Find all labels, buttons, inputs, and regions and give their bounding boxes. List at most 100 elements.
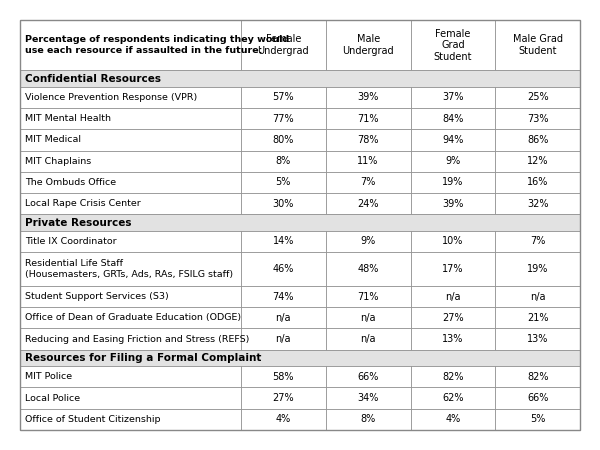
Bar [20, 328, 241, 350]
Text: 32%: 32% [527, 199, 548, 209]
Text: 9%: 9% [361, 236, 376, 247]
Text: 30%: 30% [272, 199, 294, 209]
Text: n/a: n/a [361, 334, 376, 344]
Bar [326, 193, 410, 214]
Text: n/a: n/a [275, 313, 291, 323]
Text: 9%: 9% [445, 156, 461, 166]
Text: Title IX Coordinator: Title IX Coordinator [25, 237, 116, 246]
Text: 27%: 27% [272, 393, 294, 403]
Bar [495, 193, 580, 214]
Text: 19%: 19% [527, 264, 548, 274]
Text: n/a: n/a [445, 292, 461, 302]
Bar [20, 151, 241, 172]
Text: Female
Grad
Student: Female Grad Student [434, 28, 472, 62]
Text: 86%: 86% [527, 135, 548, 145]
Bar [495, 129, 580, 151]
Bar [495, 151, 580, 172]
Text: 48%: 48% [358, 264, 379, 274]
Text: n/a: n/a [275, 334, 291, 344]
Text: n/a: n/a [361, 313, 376, 323]
Bar [20, 286, 241, 307]
Bar [495, 307, 580, 328]
Bar [410, 108, 495, 129]
Bar [20, 366, 241, 387]
Text: 57%: 57% [272, 92, 294, 102]
Bar [326, 231, 410, 252]
Text: The Ombuds Office: The Ombuds Office [25, 178, 116, 187]
Text: 66%: 66% [358, 372, 379, 382]
Bar [495, 108, 580, 129]
Bar [20, 231, 241, 252]
Bar [495, 231, 580, 252]
Bar [20, 252, 241, 286]
Bar [326, 366, 410, 387]
Bar [410, 193, 495, 214]
Bar [326, 286, 410, 307]
Text: 62%: 62% [442, 393, 464, 403]
Text: Office of Student Citizenship: Office of Student Citizenship [25, 415, 161, 424]
Text: 5%: 5% [530, 414, 545, 424]
Bar [495, 409, 580, 430]
Bar [20, 387, 241, 409]
Bar [495, 328, 580, 350]
Text: 8%: 8% [361, 414, 376, 424]
Bar [410, 151, 495, 172]
Text: 71%: 71% [358, 114, 379, 124]
Bar [20, 172, 241, 193]
Text: 71%: 71% [358, 292, 379, 302]
Text: 39%: 39% [358, 92, 379, 102]
Text: Private Resources: Private Resources [25, 218, 131, 228]
Bar [410, 20, 495, 70]
Text: 17%: 17% [442, 264, 464, 274]
Text: 39%: 39% [442, 199, 464, 209]
Bar [410, 129, 495, 151]
Text: 4%: 4% [445, 414, 461, 424]
Text: 24%: 24% [358, 199, 379, 209]
Text: 82%: 82% [527, 372, 548, 382]
Text: Office of Dean of Graduate Education (ODGE): Office of Dean of Graduate Education (OD… [25, 313, 241, 322]
Text: 14%: 14% [272, 236, 294, 247]
Text: Violence Prevention Response (VPR): Violence Prevention Response (VPR) [25, 93, 197, 102]
Bar [326, 151, 410, 172]
Bar [20, 20, 241, 70]
Bar [326, 108, 410, 129]
Bar [495, 20, 580, 70]
Bar [410, 252, 495, 286]
Bar [241, 151, 326, 172]
Text: n/a: n/a [530, 292, 545, 302]
Bar [410, 231, 495, 252]
Bar [241, 108, 326, 129]
Text: 5%: 5% [275, 177, 291, 188]
Bar [20, 87, 241, 108]
Bar [410, 307, 495, 328]
Text: Confidential Resources: Confidential Resources [25, 73, 161, 84]
Text: 82%: 82% [442, 372, 464, 382]
Text: 7%: 7% [361, 177, 376, 188]
Text: 27%: 27% [442, 313, 464, 323]
Text: 8%: 8% [276, 156, 291, 166]
Text: 94%: 94% [442, 135, 464, 145]
Bar [241, 193, 326, 214]
Text: 34%: 34% [358, 393, 379, 403]
Text: 73%: 73% [527, 114, 548, 124]
Text: 74%: 74% [272, 292, 294, 302]
Bar [20, 193, 241, 214]
Bar [20, 70, 580, 87]
Text: Percentage of respondents indicating they would
use each resource if assaulted i: Percentage of respondents indicating the… [25, 36, 289, 55]
Text: Female
Undergrad: Female Undergrad [257, 34, 309, 56]
Bar [495, 252, 580, 286]
Bar [241, 129, 326, 151]
Text: 12%: 12% [527, 156, 548, 166]
Bar [410, 366, 495, 387]
Bar [495, 172, 580, 193]
Bar [241, 328, 326, 350]
Bar [495, 286, 580, 307]
Text: Local Rape Crisis Center: Local Rape Crisis Center [25, 199, 141, 208]
Bar [20, 129, 241, 151]
Text: 80%: 80% [272, 135, 294, 145]
Text: 11%: 11% [358, 156, 379, 166]
Bar [241, 172, 326, 193]
Bar [241, 252, 326, 286]
Text: MIT Police: MIT Police [25, 372, 72, 381]
Text: 19%: 19% [442, 177, 464, 188]
